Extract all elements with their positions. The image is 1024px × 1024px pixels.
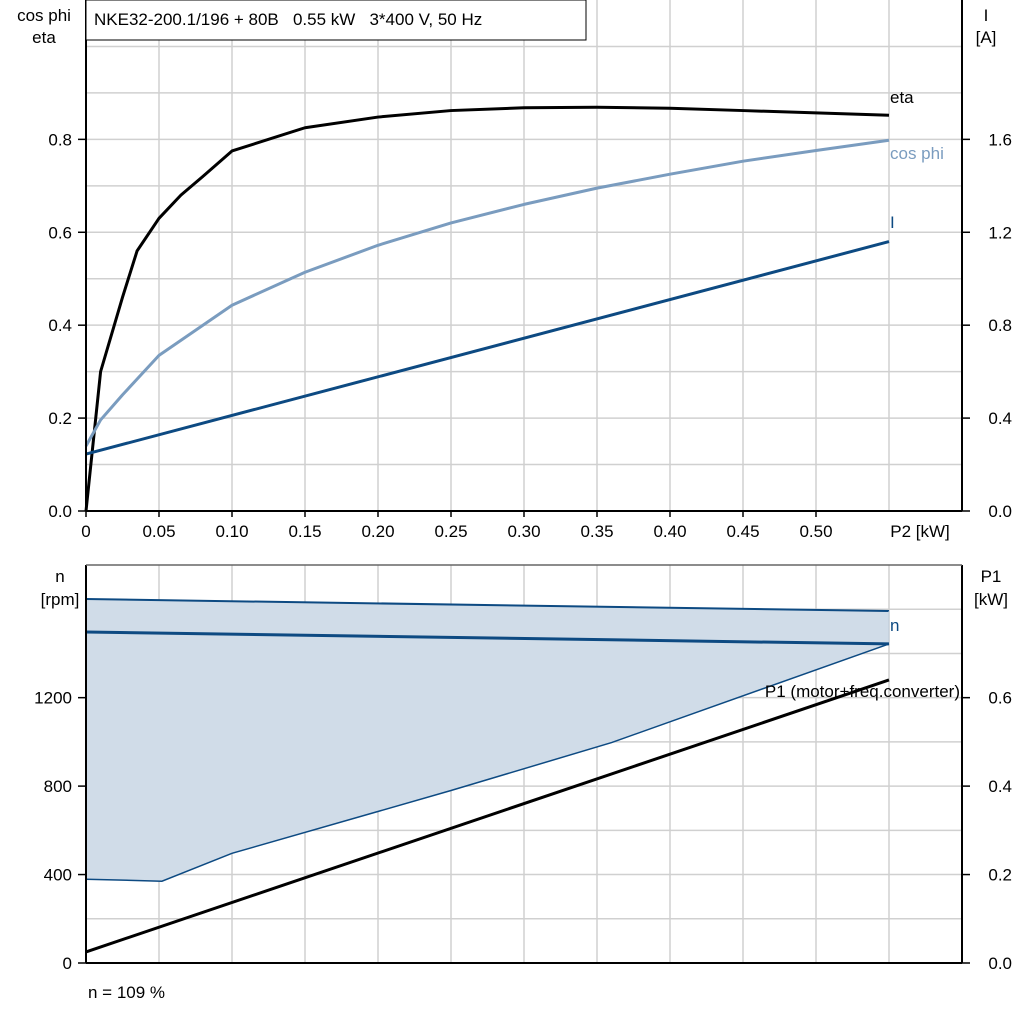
y-right-tick-label: 0.4	[988, 777, 1012, 796]
top-plot: 0.0 0.2 0.4 0.6 0.8 0.0 0.4 0.8 1.2 1.6 0 0.05 0.10 0…	[48, 0, 1012, 541]
y-right-label-top-2: [A]	[976, 28, 997, 47]
y-left-tick-label: 1200	[34, 689, 72, 708]
series-label-eta: eta	[890, 88, 914, 107]
y-left-label-bottom-1: n	[55, 567, 64, 586]
x-tick-label: 0.30	[507, 522, 540, 541]
x-tick-label: 0.50	[799, 522, 832, 541]
y-left-tick-label: 0.6	[48, 223, 72, 242]
x-axis-label: P2 [kW]	[890, 522, 950, 541]
y-right-label-bottom-1: P1	[981, 567, 1002, 586]
x-tick-label: 0.10	[215, 522, 248, 541]
y-left-tick-label: 0.8	[48, 130, 72, 149]
y-left-tick-label: 0.4	[48, 316, 72, 335]
series-label-cos-phi: cos phi	[890, 144, 944, 163]
x-tick-label: 0.45	[726, 522, 759, 541]
y-right-label-bottom-2: [kW]	[974, 590, 1008, 609]
y-right-tick-label: 1.6	[988, 130, 1012, 149]
x-tick-label: 0.15	[288, 522, 321, 541]
title-box	[85, 0, 587, 41]
y-right-tick-label: 0.6	[988, 689, 1012, 708]
y-right-tick-label: 1.2	[988, 223, 1012, 242]
x-tick-label: 0.35	[580, 522, 613, 541]
y-left-tick-label: 0.0	[48, 502, 72, 521]
y-left-label-top-2: eta	[32, 28, 56, 47]
y-right-tick-label: 0.4	[988, 409, 1012, 428]
series-label-p1: P1 (motor+freq.converter)	[765, 682, 960, 701]
x-tick-label: 0.40	[653, 522, 686, 541]
x-tick-label: 0.25	[434, 522, 467, 541]
bottom-plot: 0 400 800 1200 0.0 0.2 0.4 0.6	[34, 564, 1012, 973]
y-right-label-top-1: I	[984, 6, 989, 25]
y-left-tick-label: 800	[44, 777, 72, 796]
series-label-i: I	[890, 213, 895, 232]
y-left-label-top-1: cos phi	[17, 6, 71, 25]
series-line-p1	[85, 678, 890, 954]
series-line-cos	[84, 138, 890, 447]
y-right-tick-label: 0.0	[988, 954, 1012, 973]
y-left-label-bottom-2: [rpm]	[41, 590, 80, 609]
y-right-tick-label: 0.0	[988, 502, 1012, 521]
y-left-tick-label: 400	[44, 866, 72, 885]
y-left-tick-label: 0.2	[48, 409, 72, 428]
y-left-tick-label: 0	[63, 954, 72, 973]
chart-title: NKE32-200.1/196 + 80B 0.55 kW 3*400 V, 5…	[94, 10, 482, 29]
band-upper-edge	[85, 598, 890, 612]
series-label-n: n	[890, 616, 899, 635]
operating-range-band	[86, 599, 889, 882]
y-right-tick-label: 0.2	[988, 866, 1012, 885]
x-tick-label: 0	[81, 522, 90, 541]
speed-annotation: n = 109 %	[88, 983, 165, 1002]
series-line-n	[85, 630, 890, 646]
x-tick-label: 0.20	[361, 522, 394, 541]
x-tick-label: 0.05	[142, 522, 175, 541]
series-line-i	[85, 240, 890, 456]
y-right-tick-label: 0.8	[988, 316, 1012, 335]
band-lower-edge	[85, 643, 890, 882]
series-line-eta	[84, 105, 890, 512]
